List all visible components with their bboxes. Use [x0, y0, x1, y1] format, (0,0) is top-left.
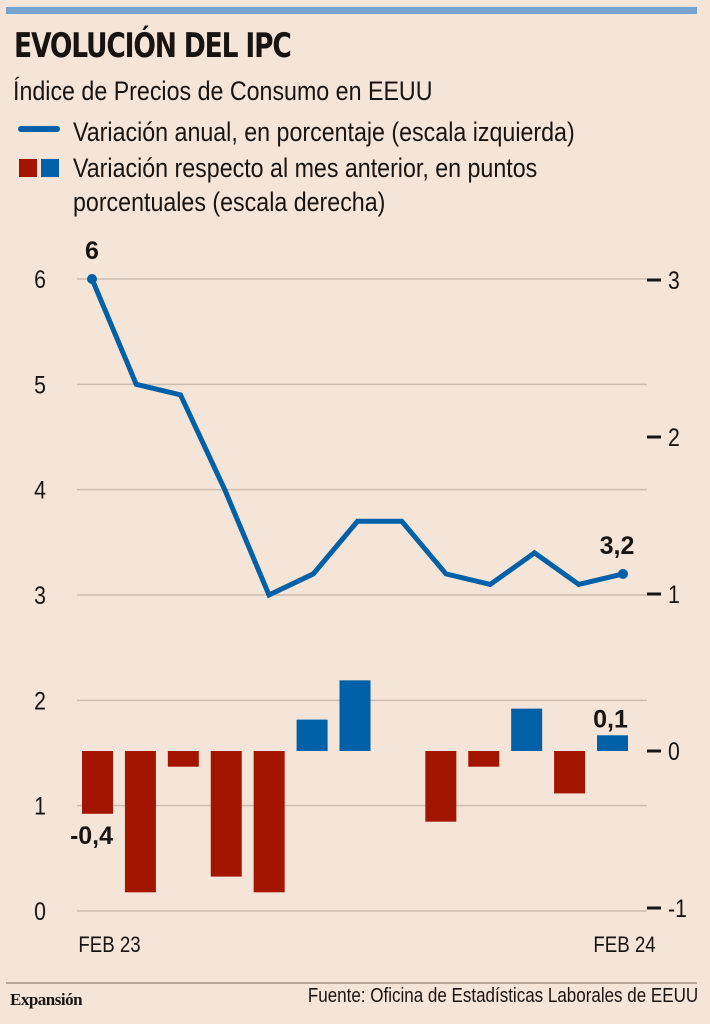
chart-subtitle: Índice de Precios de Consumo en EEUU	[13, 76, 433, 106]
negative-bar	[167, 751, 199, 767]
negative-bar	[82, 751, 113, 814]
x-axis-tick-label: FEB 23	[78, 934, 140, 958]
line-value-label: 6	[85, 237, 99, 265]
positive-bar	[511, 708, 543, 751]
bar-series	[82, 680, 628, 893]
left-axis-tick-label: 6	[34, 265, 46, 293]
right-axis: -1 0 1 2 3	[647, 266, 687, 922]
left-axis: 0 1 2 3 4 5 6	[34, 265, 46, 925]
positive-bar	[296, 719, 328, 751]
left-axis-tick-label: 5	[34, 371, 46, 399]
bar-value-label: -0,4	[70, 822, 113, 850]
line-swatch-icon	[18, 126, 60, 132]
negative-bar	[210, 751, 242, 877]
left-axis-tick-label: 0	[34, 897, 46, 925]
chart-canvas: 0 1 2 3 4 5 6 -1 0 1 2 3 FEB 23 FEB 24 6 3,2 -0,4 0,1	[34, 237, 687, 958]
brand-logo: Expansión	[10, 990, 83, 1009]
chart-title: EVOLUCIÓN DEL IPC	[14, 26, 292, 66]
legend-label: Variación anual, en porcentaje (escala i…	[73, 117, 575, 147]
line-endpoint-marker	[87, 274, 97, 284]
negative-bar	[253, 751, 285, 893]
positive-bar	[597, 735, 628, 751]
negative-bar	[554, 751, 586, 794]
bar-value-label: 0,1	[593, 705, 628, 733]
line-endpoint-marker	[618, 568, 628, 579]
left-axis-tick-label: 1	[34, 792, 46, 820]
negative-bar	[425, 751, 457, 822]
right-axis-tick-label: 3	[668, 266, 680, 294]
gridlines	[77, 278, 647, 912]
negative-bar-swatch-icon	[19, 159, 37, 177]
right-axis-tick-label: 1	[668, 580, 680, 608]
x-axis-tick-label: FEB 24	[593, 934, 655, 958]
line-series	[87, 274, 628, 599]
left-axis-tick-label: 2	[34, 687, 46, 715]
legend-label-line1: Variación respecto al mes anterior, en p…	[73, 153, 538, 183]
right-axis-tick-label: 0	[668, 737, 680, 765]
x-axis: FEB 23 FEB 24	[78, 934, 655, 958]
left-axis-tick-label: 3	[34, 581, 46, 609]
annual-variation-line	[89, 278, 624, 599]
line-value-label: 3,2	[600, 532, 635, 560]
annotations: 6 3,2 -0,4 0,1	[70, 237, 634, 850]
positive-bar-swatch-icon	[41, 159, 59, 177]
footer-divider	[6, 982, 697, 984]
left-axis-tick-label: 4	[34, 476, 46, 504]
legend-label-line2: porcentuales (escala derecha)	[73, 187, 386, 217]
positive-bar	[339, 680, 371, 751]
right-axis-tick-label: 2	[668, 423, 680, 451]
right-axis-tick-label: -1	[668, 894, 687, 922]
negative-bar	[124, 751, 156, 893]
top-accent-bar	[6, 7, 697, 14]
source-note: Fuente: Oficina de Estadísticas Laborale…	[307, 985, 698, 1007]
negative-bar	[468, 751, 500, 767]
